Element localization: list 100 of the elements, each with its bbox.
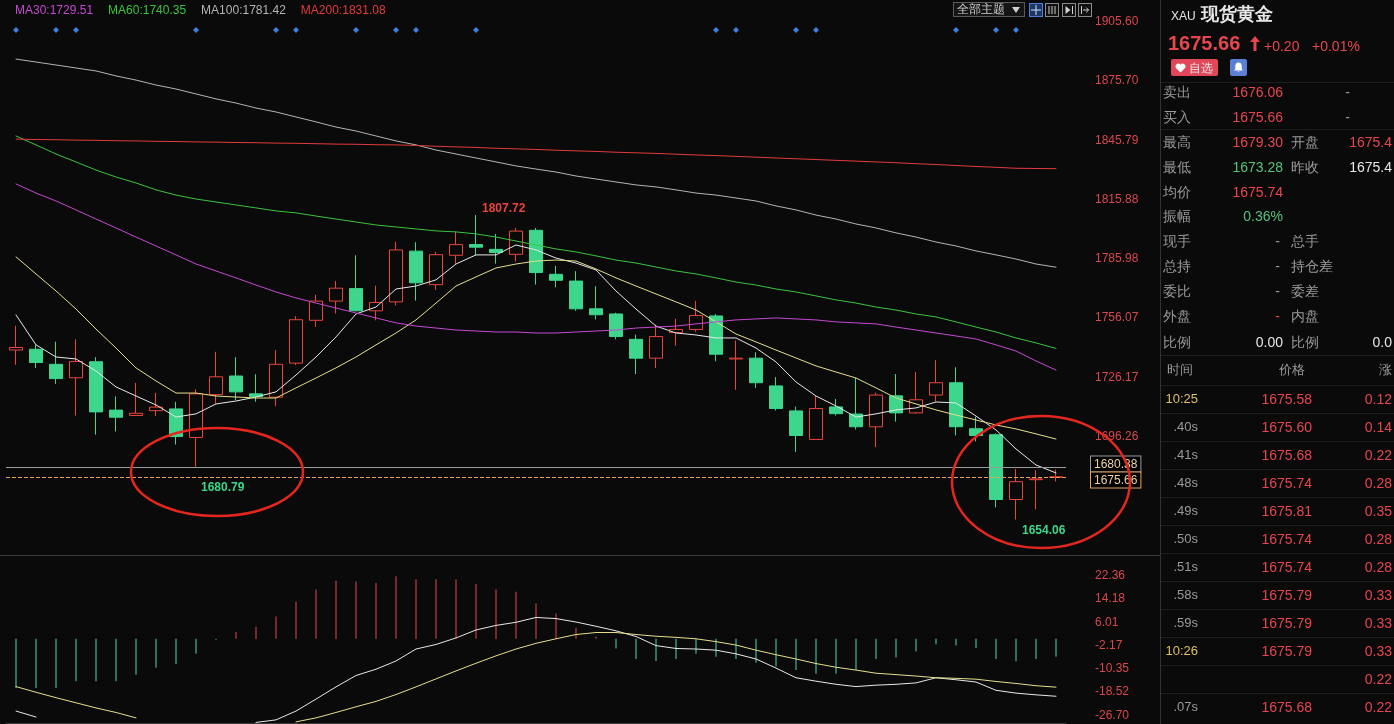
- text: .41s: [1173, 447, 1198, 463]
- text: 1675.74: [1261, 474, 1312, 492]
- candlestick: [989, 432, 1003, 508]
- y-tick-label: 1815.88: [1095, 191, 1139, 206]
- text: 1675.68: [1261, 446, 1312, 464]
- candlestick: [269, 349, 283, 407]
- text: 委差: [1291, 282, 1319, 300]
- line-series: [15, 183, 1057, 371]
- text: -: [1275, 232, 1280, 250]
- candlestick: [149, 392, 163, 417]
- text: +0.20: [1264, 37, 1300, 55]
- text: 委比: [1163, 282, 1191, 300]
- candlestick: [529, 227, 543, 286]
- text: 1675.81: [1261, 502, 1312, 520]
- annotation: 1807.72: [482, 201, 526, 216]
- text: MA30:1729.51: [15, 3, 94, 17]
- text: 0.14: [1364, 418, 1392, 436]
- text: 10:25: [1165, 391, 1198, 407]
- candlestick: [109, 395, 123, 433]
- candlestick: [789, 406, 803, 453]
- text: 0.36%: [1243, 207, 1283, 225]
- candlestick: [1029, 469, 1043, 510]
- y-tick-label: -18.52: [1095, 684, 1130, 699]
- text: .48s: [1173, 475, 1198, 491]
- text: 现手: [1163, 232, 1191, 250]
- text: 0.22: [1364, 446, 1392, 464]
- line-series: [15, 256, 1057, 440]
- text: -: [1275, 257, 1280, 275]
- y-tick-label: 1845.79: [1095, 132, 1139, 147]
- text: 0.22: [1364, 670, 1392, 688]
- text: 10:26: [1165, 643, 1198, 659]
- text: 1675.79: [1261, 586, 1312, 604]
- text: .49s: [1173, 503, 1198, 519]
- text: 1675.4: [1349, 133, 1392, 151]
- y-tick-label: 1905.60: [1095, 14, 1139, 28]
- candlestick: [869, 392, 883, 448]
- text: .07s: [1173, 699, 1198, 715]
- text: 1679.30: [1232, 133, 1283, 151]
- text: 1675.74: [1261, 530, 1312, 548]
- text: 0.28: [1364, 558, 1392, 576]
- text: 现货黄金: [1201, 4, 1273, 26]
- text: 1675.66: [1232, 108, 1283, 126]
- candlestick: [1009, 468, 1023, 521]
- text: 1676.06: [1232, 83, 1283, 101]
- candlestick: [89, 356, 103, 436]
- line-series: [15, 135, 1057, 349]
- text: 1675.79: [1261, 642, 1312, 660]
- candlestick: [29, 344, 43, 369]
- text: 总持: [1163, 257, 1191, 275]
- text: 0.28: [1364, 474, 1392, 492]
- text: 内盘: [1291, 307, 1319, 325]
- text: -: [1275, 307, 1280, 325]
- text: 最高: [1163, 133, 1191, 151]
- candlestick: [749, 351, 763, 389]
- y-tick-label: 1875.70: [1095, 73, 1139, 88]
- annotation: 1680.79: [201, 479, 245, 494]
- candlestick: [729, 340, 743, 391]
- candlestick: [69, 338, 83, 416]
- candlestick: [769, 376, 783, 411]
- text: 自选: [1189, 60, 1213, 76]
- candlestick: [849, 377, 863, 431]
- candlestick: [589, 285, 603, 321]
- text: 1675.74: [1261, 558, 1312, 576]
- text: .40s: [1173, 419, 1198, 435]
- y-tick-label: -26.70: [1095, 707, 1130, 722]
- text: 卖出: [1163, 83, 1191, 101]
- text: XAU: [1171, 8, 1196, 24]
- candlestick: [389, 241, 403, 306]
- text: 1675.4: [1349, 158, 1392, 176]
- text: 1675.66: [1168, 31, 1241, 55]
- text: 0.33: [1364, 586, 1392, 604]
- text: 涨: [1379, 362, 1392, 378]
- text: 总手: [1291, 232, 1319, 250]
- text: .58s: [1173, 587, 1198, 603]
- text: -: [1345, 83, 1350, 101]
- text: 均价: [1163, 183, 1191, 201]
- text: -: [1345, 108, 1350, 126]
- candlestick: [609, 312, 623, 340]
- candlestick: [229, 356, 243, 401]
- text: 持仓差: [1291, 257, 1333, 275]
- candlestick: [309, 294, 323, 328]
- text: 比例: [1291, 333, 1319, 351]
- text: .51s: [1173, 559, 1198, 575]
- y-tick-label: -2.17: [1095, 637, 1123, 652]
- y-tick-label: 14.18: [1095, 591, 1126, 606]
- candlestick: [949, 366, 963, 436]
- candlestick: [689, 300, 703, 333]
- text: 0.0: [1372, 333, 1392, 351]
- text: 1673.28: [1232, 158, 1283, 176]
- text: 1675.60: [1261, 418, 1312, 436]
- candlestick: [9, 325, 23, 366]
- text: 1675.68: [1261, 698, 1312, 716]
- line-series: [15, 58, 1057, 268]
- text: 振幅: [1163, 207, 1191, 225]
- candlestick: [549, 265, 563, 288]
- text: 买入: [1163, 108, 1191, 126]
- annotation: 1654.06: [1022, 522, 1066, 537]
- candlestick: [469, 214, 483, 256]
- text: 1675.74: [1232, 183, 1283, 201]
- text: 0.33: [1364, 614, 1392, 632]
